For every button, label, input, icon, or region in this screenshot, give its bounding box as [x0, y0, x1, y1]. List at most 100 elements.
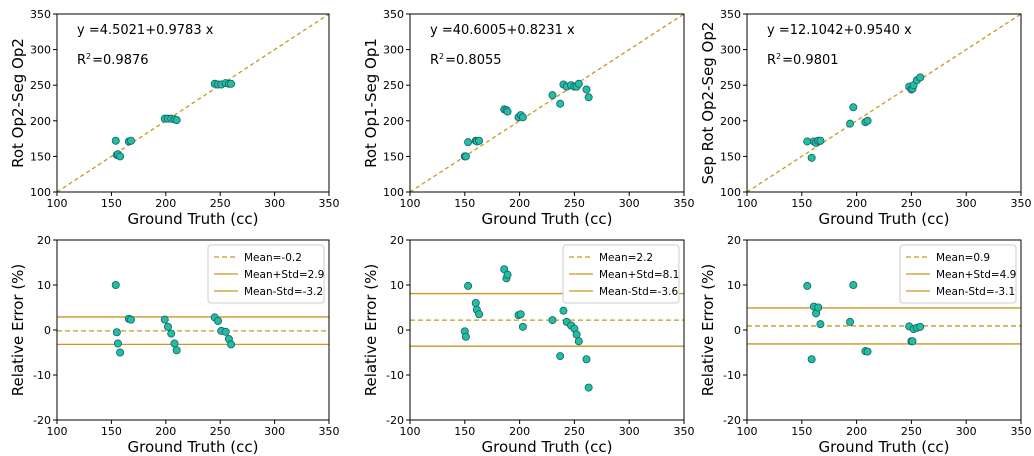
data-point	[807, 153, 816, 162]
plot-area	[747, 14, 1021, 192]
y-tick-label: 200	[720, 115, 741, 128]
data-point	[163, 322, 172, 331]
y-tick-label: -10	[386, 369, 404, 382]
data-point	[475, 136, 484, 145]
legend: Mean=2.2 Mean+Std=8.1 Mean-Std=-3.6	[562, 244, 680, 304]
y-tick-label: -10	[723, 369, 741, 382]
data-point	[846, 119, 855, 128]
y-tick-label: 200	[383, 115, 404, 128]
x-tick-label: 150	[454, 197, 475, 210]
y-axis-label: Relative Error (%)	[9, 264, 27, 397]
data-point	[111, 280, 120, 289]
chart-panel-3: 100 150 200 250 300 350 100 150 200 250 300 350 Grou…	[699, 8, 1032, 228]
r-squared-superscript: 2	[439, 52, 444, 61]
y-tick-label: 0	[44, 324, 51, 337]
x-axis-label: Ground Truth (cc)	[819, 438, 950, 456]
plot-area	[57, 280, 329, 357]
x-axis-label: Ground Truth (cc)	[819, 210, 950, 228]
y-tick-label: 200	[30, 115, 51, 128]
plot-area	[747, 280, 1021, 364]
plot-area	[57, 14, 329, 192]
y-tick-label: 150	[720, 150, 741, 163]
regression-equation: y =40.6005+0.8231 x	[430, 23, 575, 38]
x-tick-label: 350	[319, 425, 340, 438]
identity-line	[747, 14, 1021, 192]
y-tick-label: 300	[30, 44, 51, 57]
y-tick-label: 250	[720, 79, 741, 92]
y-tick-label: 10	[37, 279, 51, 292]
x-tick-label: 200	[846, 197, 867, 210]
x-axis-label: Ground Truth (cc)	[482, 438, 613, 456]
x-tick-label: 250	[210, 197, 231, 210]
y-tick-label: 20	[37, 234, 51, 247]
y-tick-label: 150	[383, 150, 404, 163]
data-point	[475, 310, 484, 319]
chart-panel-6: 100 150 200 250 300 350 -20 -10 0 10 20 Ground Trut…	[699, 234, 1032, 456]
data-point	[574, 337, 583, 346]
r-squared-value: =0.9876	[92, 53, 148, 68]
chart-panel-5: 100 150 200 250 300 350 -20 -10 0 10 20 Ground Trut…	[362, 234, 695, 456]
y-tick-label: 0	[397, 324, 404, 337]
legend-box	[899, 244, 1017, 304]
data-point	[221, 327, 230, 336]
data-point	[464, 138, 473, 147]
legend-entry: Mean-Std=-3.2	[244, 286, 323, 298]
axes-frame	[56, 13, 330, 193]
x-tick-label: 350	[1011, 425, 1032, 438]
chart-panel-1: 100 150 200 250 300 350 100 150 200 250 300 350 Grou…	[9, 8, 340, 228]
legend: Mean=-0.2 Mean+Std=2.9 Mean-Std=-3.2	[207, 244, 325, 304]
plot-area	[410, 265, 684, 392]
data-point	[584, 93, 593, 102]
data-point	[167, 329, 176, 338]
x-axis-label: Ground Truth (cc)	[482, 210, 613, 228]
data-point	[503, 270, 512, 279]
legend-entry: Mean=-0.2	[244, 252, 302, 264]
r-squared-label: R2=0.9876	[77, 52, 149, 68]
data-point	[116, 152, 125, 161]
x-tick-label: 100	[737, 425, 758, 438]
legend-entry: Mean=0.9	[936, 252, 990, 264]
data-point	[126, 315, 135, 324]
y-tick-label: 20	[727, 234, 741, 247]
chart-panel-2: 100 150 200 250 300 350 100 150 200 250 300 350 Grou…	[362, 8, 695, 228]
x-tick-label: 200	[155, 425, 176, 438]
data-point	[518, 322, 527, 331]
data-point	[113, 339, 122, 348]
identity-line	[57, 14, 329, 192]
data-point	[916, 73, 925, 82]
axes-frame	[409, 13, 685, 193]
y-tick-label: -20	[723, 414, 741, 427]
data-point	[227, 79, 236, 88]
data-point	[572, 330, 581, 339]
x-tick-label: 150	[791, 425, 812, 438]
axes-frame	[746, 13, 1022, 193]
r-squared-symbol: R	[430, 53, 439, 68]
data-point	[816, 320, 825, 329]
x-tick-label: 250	[564, 425, 585, 438]
x-tick-label: 300	[956, 425, 977, 438]
x-tick-label: 200	[846, 425, 867, 438]
y-axis-label: Relative Error (%)	[362, 264, 380, 397]
data-point	[172, 346, 181, 355]
data-point	[548, 91, 557, 100]
data-point	[916, 322, 925, 331]
data-point	[559, 306, 568, 315]
y-tick-label: 0	[734, 324, 741, 337]
legend-box	[562, 244, 680, 304]
y-axis-label: Relative Error (%)	[699, 264, 717, 397]
legend: Mean=0.9 Mean+Std=4.9 Mean-Std=-3.1	[899, 244, 1017, 304]
data-point	[574, 79, 583, 88]
legend-entry: Mean+Std=4.9	[936, 269, 1016, 281]
x-tick-label: 150	[101, 425, 122, 438]
data-point	[112, 328, 121, 337]
data-point	[556, 99, 565, 108]
data-point	[556, 352, 565, 361]
data-point	[807, 355, 816, 364]
x-tick-label: 250	[564, 197, 585, 210]
y-tick-label: 10	[390, 279, 404, 292]
r-squared-value: =0.8055	[445, 53, 501, 68]
x-tick-label: 100	[400, 197, 421, 210]
data-point	[582, 85, 591, 94]
x-tick-label: 300	[264, 425, 285, 438]
x-tick-label: 350	[1011, 197, 1032, 210]
